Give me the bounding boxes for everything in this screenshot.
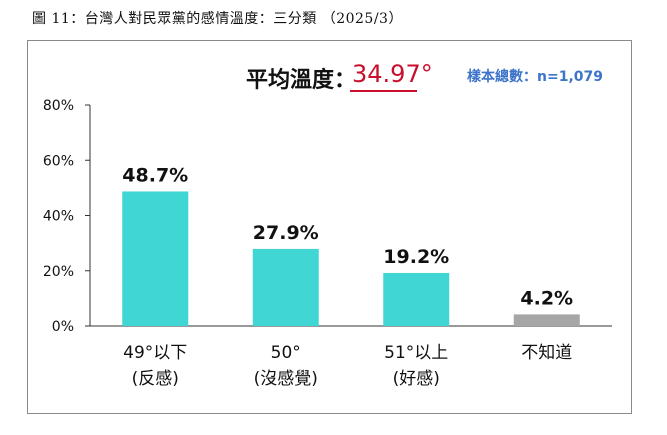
average-temperature-underline [350, 90, 417, 92]
bar-value-label: 4.2% [520, 287, 573, 309]
sample-size-label: 樣本總數：n=1,079 [467, 69, 603, 85]
x-category-label-line1: 51°以上 [384, 343, 449, 363]
bar [513, 314, 580, 326]
x-category-label: 50° (沒感覺) [226, 340, 346, 392]
bar-value-label: 19.2% [383, 246, 449, 268]
x-category-label: 不知道 [487, 340, 607, 366]
y-tick-label: 20% [43, 264, 74, 280]
x-category-label-line1: 50° [270, 343, 301, 363]
y-tick-label: 0% [52, 319, 74, 335]
x-category-label: 49°以下 (反感) [95, 340, 215, 392]
x-category-label-line1: 49°以下 [123, 343, 188, 363]
figure-caption: 圖 11：台灣人對民眾黨的感情溫度：三分類 （2025/3） [32, 11, 403, 27]
y-tick-label: 40% [43, 209, 74, 225]
x-category-label-line2: (沒感覺) [253, 369, 318, 389]
bar [252, 248, 319, 326]
bar [122, 191, 189, 326]
bar-value-label: 48.7% [122, 164, 188, 186]
x-category-label-line1: 不知道 [521, 343, 573, 363]
average-temperature-value: 34.97° [352, 60, 433, 88]
average-temperature-label: 平均溫度： [246, 68, 357, 93]
y-tick-label: 60% [43, 153, 74, 169]
bar-value-label: 27.9% [253, 222, 319, 244]
x-category-label: 51°以上 (好感) [356, 340, 476, 392]
x-category-label-line2: (好感) [392, 369, 440, 389]
bar [383, 272, 450, 326]
x-category-label-line2: (反感) [131, 369, 179, 389]
y-tick-label: 80% [43, 98, 74, 114]
